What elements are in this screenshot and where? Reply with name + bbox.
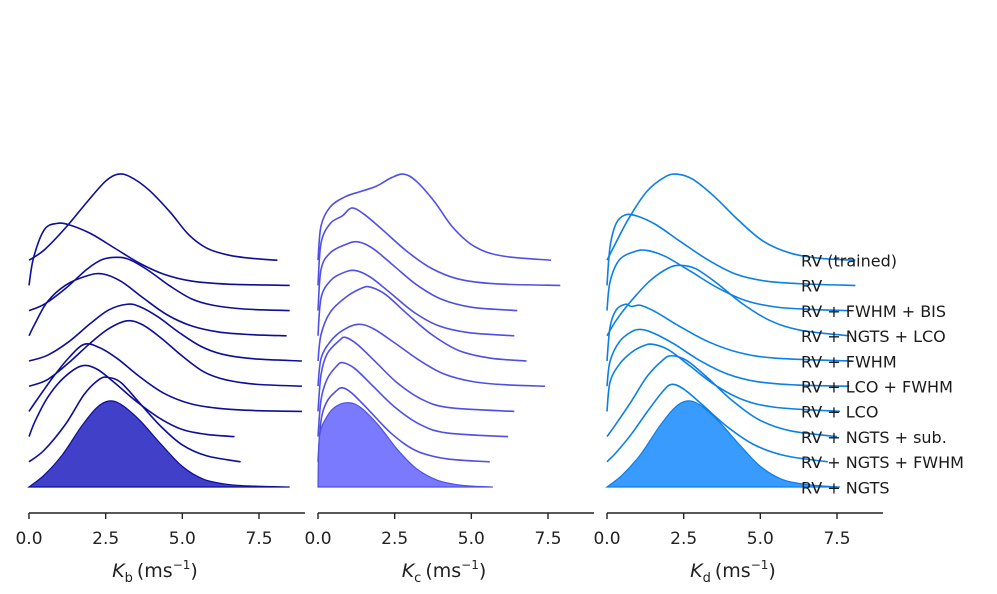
ridge-line-b-3: [28, 272, 287, 337]
ridge-line-c-5: [317, 323, 545, 387]
legend-label-7: RV + NGTS + sub.: [801, 428, 947, 447]
panel-kd: 0.0 2.5 5.0 7.5 Kd (ms−1): [593, 173, 883, 586]
x-tick-label-c-0: 0.0: [304, 529, 331, 549]
ridge-line-d-0: [606, 173, 856, 261]
panel-kc: 0.0 2.5 5.0 7.5 Kc (ms−1): [304, 173, 594, 586]
x-axis-label-c: Kc (ms−1): [402, 558, 487, 586]
legend-label-2: RV + FWHM + BIS: [801, 302, 946, 321]
x-tick-label-b-0: 0.0: [15, 529, 42, 549]
ridge-line-c-4: [317, 285, 527, 362]
ridge-line-c-6: [317, 336, 515, 413]
x-tick-label-d-2: 5.0: [747, 529, 774, 549]
legend-label-4: RV + FWHM: [801, 352, 897, 371]
ridge-fill-b-9: [27, 400, 290, 488]
x-tick-label-c-1: 2.5: [381, 529, 408, 549]
ridge-line-d-8: [606, 383, 828, 463]
legend-label-8: RV + NGTS + FWHM: [801, 453, 964, 472]
ridge-line-c-1: [317, 207, 561, 287]
ridge-line-b-2: [28, 256, 290, 312]
legend-label-9: RV + NGTS: [801, 478, 890, 497]
ridge-line-d-5: [606, 328, 850, 387]
ridge-line-b-7: [28, 364, 235, 438]
legend-label-3: RV + NGTS + LCO: [801, 327, 946, 346]
x-tick-label-d-1: 2.5: [670, 529, 697, 549]
ridge-line-c-8: [317, 386, 490, 463]
legend-label-1: RV: [801, 277, 822, 296]
ridge-line-b-4: [28, 303, 302, 362]
ridge-line-b-1: [28, 222, 290, 287]
ridge-line-c-3: [317, 269, 515, 337]
x-axis-label-b: Kb (ms−1): [112, 558, 198, 586]
legend-label-5: RV + LCO + FWHM: [801, 378, 953, 397]
legend-label-6: RV + LCO: [801, 403, 878, 422]
x-tick-label-b-2: 5.0: [169, 529, 196, 549]
legend: RV (trained) RV RV + FWHM + BIS RV + NGTS +…: [801, 252, 964, 498]
x-tick-label-d-0: 0.0: [593, 529, 620, 549]
ridge-line-b-8: [28, 376, 241, 463]
x-tick-label-c-3: 7.5: [534, 529, 561, 549]
ridge-line-c-0: [317, 173, 552, 261]
x-tick-label-b-3: 7.5: [245, 529, 272, 549]
ridge-line-c-2: [317, 240, 518, 312]
ridge-line-b-0: [28, 173, 278, 261]
panel-kb: 0.0 2.5 5.0 7.5 Kb (ms−1): [15, 173, 305, 586]
x-axis-label-d: Kd (ms−1): [690, 558, 776, 586]
ridge-line-d-4: [606, 303, 853, 362]
ridge-line-d-6: [606, 343, 841, 413]
ridge-line-d-2: [606, 249, 850, 312]
ridge-line-d-3: [606, 264, 850, 337]
ridge-fill-c-9: [317, 402, 493, 488]
x-tick-label-d-3: 7.5: [823, 529, 850, 549]
ridge-line-d-1: [606, 213, 856, 287]
ridge-line-b-6: [28, 342, 302, 413]
x-tick-label-c-2: 5.0: [458, 529, 485, 549]
legend-label-0: RV (trained): [801, 252, 897, 271]
ridge-line-d-7: [606, 354, 838, 438]
ridge-line-b-5: [28, 319, 302, 387]
ridge-line-c-7: [317, 361, 509, 438]
x-tick-label-b-1: 2.5: [92, 529, 119, 549]
ridge-fill-d-9: [605, 400, 841, 488]
